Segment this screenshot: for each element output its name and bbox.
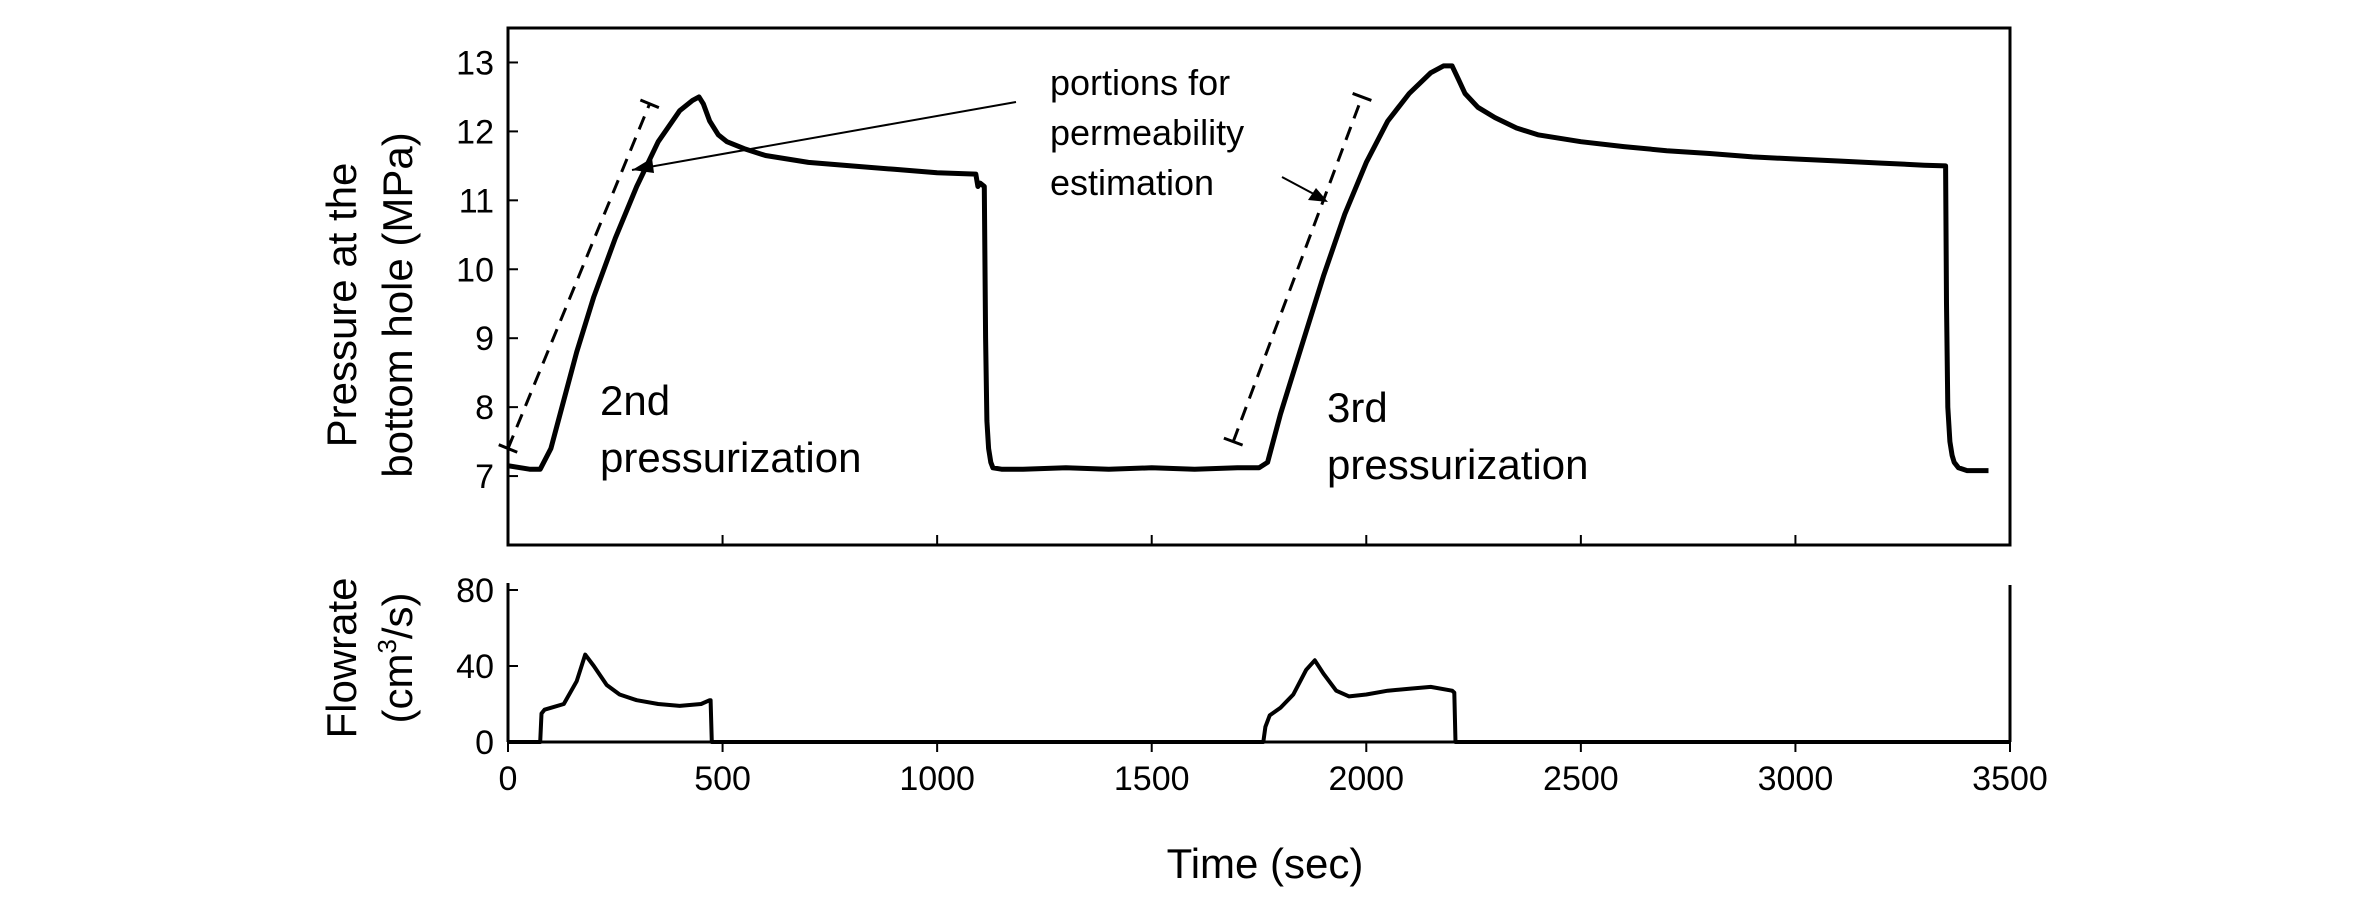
- pressure-plot-frame: [506, 26, 2012, 547]
- flowrate-x-tick-label: 1500: [1114, 760, 1190, 798]
- annotation-portions-line3: estimation: [1050, 162, 1214, 203]
- annotation-second-line2: pressurization: [600, 434, 861, 481]
- flowrate-unit-suffix: /s): [374, 592, 421, 639]
- flowrate-unit-superscript: 3: [372, 639, 402, 653]
- flowrate-y-axis-title-line1: Flowrate: [318, 577, 365, 738]
- pressure-x-ticks: [507, 535, 2011, 545]
- pressure-y-tick-label: 11: [459, 182, 494, 220]
- annotation-arrowhead-1: [632, 158, 654, 173]
- annotation-portions-line2: permeability: [1050, 112, 1244, 153]
- flowrate-x-tick-label: 0: [499, 760, 518, 798]
- flowrate-series-line: [508, 652, 2010, 744]
- annotation-second-line1: 2nd: [600, 377, 670, 424]
- pressure-y-axis-title-line2: bottom hole (MPa): [374, 132, 421, 477]
- flowrate-x-tick-label: 2000: [1328, 760, 1404, 798]
- pressure-y-tick-label: 13: [456, 44, 494, 82]
- flowrate-x-tick-label: 500: [694, 760, 751, 798]
- annotation-third-line1: 3rd: [1327, 384, 1388, 431]
- flowrate-y-tick-label: 80: [456, 572, 494, 610]
- annotation-third-line2: pressurization: [1327, 441, 1588, 488]
- flowrate-x-tick-label: 2500: [1543, 760, 1619, 798]
- dashed-guide-endcap: [1223, 436, 1244, 447]
- flowrate-x-ticks: 0 500 1000 1500 2000 2500 3000 3500: [499, 742, 2048, 798]
- pressure-y-tick-label: 7: [475, 458, 494, 496]
- flowrate-y-ticks: 0 40 80: [456, 572, 518, 762]
- flowrate-x-tick-label: 3500: [1972, 760, 2048, 798]
- pressure-series-line: [507, 63, 1989, 474]
- flowrate-y-axis-title-line2: (cm3/s): [372, 592, 421, 723]
- dashed-guide-line: [506, 103, 652, 450]
- pressure-y-tick-label: 10: [456, 251, 494, 289]
- dashed-guides: [498, 92, 1372, 454]
- pressure-y-axis-title-line1: Pressure at the: [318, 163, 365, 448]
- dashed-guide-endcap: [1352, 92, 1372, 102]
- pressure-y-tick-label: 9: [475, 320, 494, 358]
- dashed-guide-endcap: [639, 98, 660, 110]
- annotation-portions-line1: portions for: [1050, 62, 1230, 103]
- dashed-guide-endcap: [498, 443, 518, 454]
- annotation-arrowhead-2: [1308, 188, 1328, 202]
- pressure-y-axis-title: Pressure at the bottom hole (MPa): [318, 132, 421, 477]
- flowrate-x-tick-label: 1000: [899, 760, 975, 798]
- flowrate-y-axis-title: Flowrate (cm3/s): [318, 577, 421, 738]
- flowrate-y-tick-label: 0: [475, 724, 494, 762]
- x-axis-title: Time (sec): [1167, 840, 1364, 887]
- dashed-guide-line: [1231, 96, 1364, 443]
- pressure-y-tick-label: 12: [456, 113, 494, 151]
- pressure-y-ticks: 7 8 9 10 11 12 13: [456, 44, 518, 546]
- flowrate-unit-prefix: (cm: [374, 654, 421, 724]
- flowrate-y-tick-label: 40: [456, 648, 494, 686]
- pressure-y-tick-label: 8: [475, 389, 494, 427]
- annotation-arrow-1: [631, 101, 1017, 171]
- flowrate-x-tick-label: 3000: [1758, 760, 1834, 798]
